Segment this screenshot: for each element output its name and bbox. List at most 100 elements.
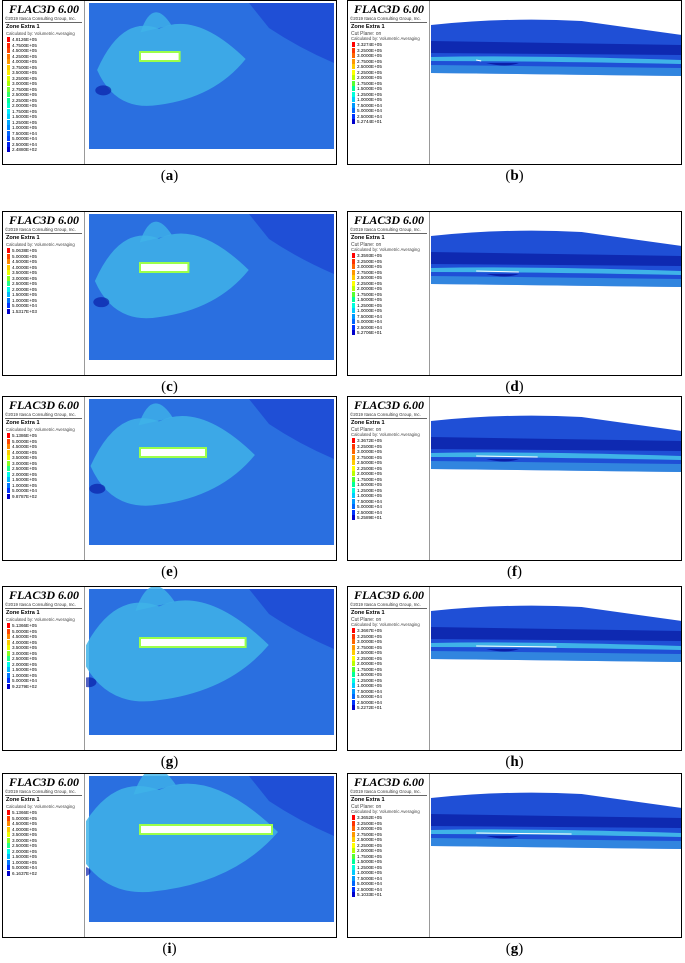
plan-view-contour (86, 774, 334, 922)
legend-swatch (352, 438, 355, 443)
legend-swatch (352, 688, 355, 694)
calc-method-label: Calculated by: Volumetric Averaging (6, 242, 75, 247)
stress-disturbance-lobe (140, 12, 172, 33)
copyright-notice: ©2019 Itasca Consulting Group, Inc. (5, 789, 76, 794)
copyright-notice: ©2019 Itasca Consulting Group, Inc. (350, 16, 421, 21)
legend-swatch (352, 330, 355, 335)
legend-value: 4.0000E+05 (12, 639, 37, 645)
legend-swatch (352, 666, 355, 672)
legend-value: 5.0000E+05 (12, 438, 37, 444)
legend-swatch (352, 97, 355, 102)
floor-depression (486, 836, 519, 839)
legend-swatch (7, 667, 10, 672)
stress-disturbance-zone (86, 783, 278, 893)
legend-value: 7.5000E+04 (357, 102, 382, 108)
legend-value: 4.8126E+05 (12, 37, 37, 42)
legend-swatch (7, 821, 10, 826)
legend-swatch (352, 75, 355, 80)
copyright-notice: ©2019 Itasca Consulting Group, Inc. (5, 227, 76, 232)
legend-value: 2.7500E+05 (12, 86, 37, 92)
legend-value: 1.5000E+05 (12, 477, 37, 482)
legend-swatch (352, 119, 355, 124)
legend-swatch (7, 865, 10, 870)
legend-swatch (7, 37, 10, 42)
panel-letter: f (512, 564, 517, 580)
figure-panel-e: FLAC3D 6.00 ©2019 Itasca Consulting Group… (2, 396, 337, 561)
legend: FLAC3D 6.00 ©2019 Itasca Consulting Group… (348, 587, 430, 750)
legend-value: 3.3652E+05 (357, 815, 382, 820)
legend-value: 1.0000E+05 (12, 125, 37, 130)
deep-stress-spot (95, 85, 112, 96)
figure-panel-c: FLAC3D 6.00 ©2019 Itasca Consulting Group… (2, 211, 337, 376)
legend-value: 3.2500E+05 (357, 258, 382, 264)
copyright-notice: ©2019 Itasca Consulting Group, Inc. (350, 227, 421, 232)
legend-title: Zone Extra 1 (6, 797, 40, 803)
legend-swatch (7, 292, 10, 297)
legend-swatch (7, 482, 10, 488)
figure-panel-j: FLAC3D 6.00 ©2019 Itasca Consulting Group… (347, 773, 682, 938)
legend-value: 2.5000E+05 (357, 275, 382, 280)
legend-swatch (7, 460, 10, 466)
legend-swatch (7, 832, 10, 837)
legend-swatch (352, 47, 355, 53)
legend-swatch (352, 672, 355, 677)
legend-swatch (7, 259, 10, 264)
legend: FLAC3D 6.00 ©2019 Itasca Consulting Group… (3, 397, 85, 560)
figure-panel-h: FLAC3D 6.00 ©2019 Itasca Consulting Group… (347, 586, 682, 751)
legend-value: 7.5000E+04 (357, 875, 382, 881)
legend: FLAC3D 6.00 ©2019 Itasca Consulting Group… (348, 1, 430, 164)
calc-method-label: Calculated by: Volumetric Averaging (6, 804, 75, 809)
legend-value: 1.0000E+05 (357, 97, 382, 102)
legend-swatch (352, 628, 355, 633)
software-title: FLAC3D 6.00 (9, 775, 80, 789)
panel-caption: (g) (160, 754, 179, 770)
legend-divider (5, 22, 82, 23)
calc-method-label: Calculated by: Volumetric Averaging (351, 809, 420, 814)
legend-swatch (352, 454, 355, 460)
legend-swatch (7, 815, 10, 821)
legend-value: 2.2500E+05 (357, 842, 382, 848)
legend-value: 3.0000E+05 (12, 837, 37, 843)
stress-disturbance-zone (86, 600, 269, 702)
coal-seam (431, 452, 681, 460)
legend-swatch (7, 628, 10, 634)
legend-swatch (352, 69, 355, 75)
legend-value: 1.7500E+05 (357, 80, 382, 86)
legend-divider (5, 418, 82, 419)
legend-swatch (352, 487, 355, 493)
legend-swatch (352, 86, 355, 91)
legend-value: 4.0000E+05 (12, 264, 37, 270)
legend-swatch (352, 275, 355, 280)
legend-swatch (7, 826, 10, 832)
legend-swatch (7, 678, 10, 683)
legend-swatch (352, 853, 355, 859)
legend: FLAC3D 6.00 ©2019 Itasca Consulting Group… (348, 397, 430, 560)
legend-swatch (7, 444, 10, 449)
legend-value: 5.0000E+05 (12, 628, 37, 634)
legend-value: 3.0000E+05 (12, 275, 37, 281)
legend-value: 5.2589E+01 (357, 515, 382, 520)
legend-value: 2.5000E+05 (12, 656, 37, 661)
legend-value: 3.3593E+05 (357, 253, 382, 258)
software-title: FLAC3D 6.00 (9, 2, 80, 16)
legend-swatch (352, 471, 355, 476)
copyright-notice: ©2019 Itasca Consulting Group, Inc. (5, 412, 76, 417)
low-stress-region (249, 399, 334, 459)
legend-value: 4.5000E+05 (12, 634, 37, 639)
legend-value: 2.2500E+05 (357, 280, 382, 286)
legend-value: 2.5000E+05 (357, 837, 382, 842)
legend-value: 2.0000E+05 (12, 848, 37, 854)
legend-swatch (352, 815, 355, 820)
excavated-seam-line (476, 59, 482, 62)
legend-value: 1.2500E+05 (357, 864, 382, 870)
legend: FLAC3D 6.00 ©2019 Itasca Consulting Group… (3, 212, 85, 375)
legend-swatch (7, 297, 10, 303)
legend-value: 3.2500E+05 (357, 633, 382, 639)
legend-value: 5.1366E+05 (12, 810, 37, 815)
legend-swatch (7, 75, 10, 81)
legend-swatch (352, 286, 355, 291)
legend-value: 1.5000E+05 (357, 482, 382, 487)
legend-swatch (352, 91, 355, 97)
legend-value: 2.0000E+05 (12, 471, 37, 477)
legend-value: 7.5000E+04 (357, 313, 382, 319)
